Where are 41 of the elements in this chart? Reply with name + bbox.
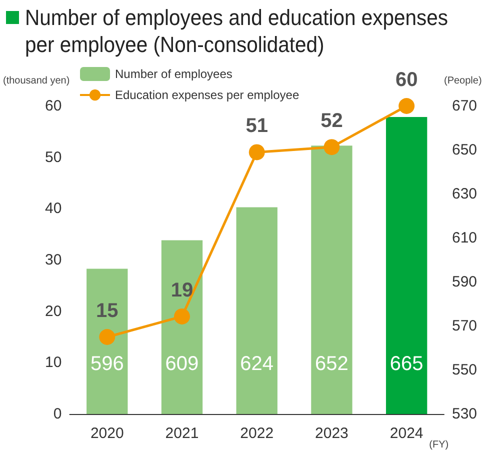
point: [324, 139, 340, 156]
y-tick-label: 30: [45, 252, 62, 268]
y2-tick-label: 650: [452, 142, 478, 158]
y-tick-label: 20: [45, 302, 62, 320]
point: [398, 98, 415, 114]
y-tick-label: 50: [45, 148, 62, 166]
data-label: 665: [390, 353, 424, 375]
y-tick-label: 60: [45, 98, 62, 114]
x-tick-label: 2022: [240, 425, 274, 442]
data-label: 596: [90, 353, 124, 375]
data-label: 52: [320, 110, 343, 132]
data-label: 19: [170, 279, 194, 302]
x-tick-label: 2024: [390, 425, 424, 442]
y-axis-title: (thousand yen): [2, 76, 70, 86]
legend-label: Number of employees: [115, 67, 232, 81]
data-label: 51: [246, 115, 268, 138]
data-label: 15: [96, 300, 118, 322]
point: [174, 308, 190, 324]
y2-tick-label: 530: [452, 406, 478, 422]
data-label: 609: [165, 353, 199, 375]
data-label: 60: [395, 69, 418, 91]
y2-tick-label: 590: [452, 274, 478, 290]
legend-label: Education expenses per employee: [115, 88, 300, 102]
y2-axis-title: (People): [444, 76, 482, 86]
x-axis-title: (FY): [429, 440, 449, 450]
x-tick-label: 2021: [165, 425, 199, 442]
y-tick-label: 40: [45, 200, 62, 218]
y2-tick-label: 610: [452, 230, 478, 246]
x-tick-label: 2023: [315, 425, 348, 442]
data-label: 624: [240, 353, 274, 375]
x-tick-label: 2020: [90, 425, 124, 442]
point: [248, 144, 265, 160]
y2-tick-label: 670: [452, 98, 478, 114]
point: [99, 329, 116, 345]
data-label: 652: [315, 353, 348, 375]
y2-tick-label: 550: [452, 362, 478, 378]
y-tick-label: 10: [45, 354, 62, 372]
chart-title: Number of employees and education expenses per employee (Non-consolidated): [25, 4, 450, 58]
y2-tick-label: 630: [452, 186, 478, 202]
y-tick-label: 0: [53, 406, 62, 422]
y2-tick-label: 570: [452, 318, 478, 334]
